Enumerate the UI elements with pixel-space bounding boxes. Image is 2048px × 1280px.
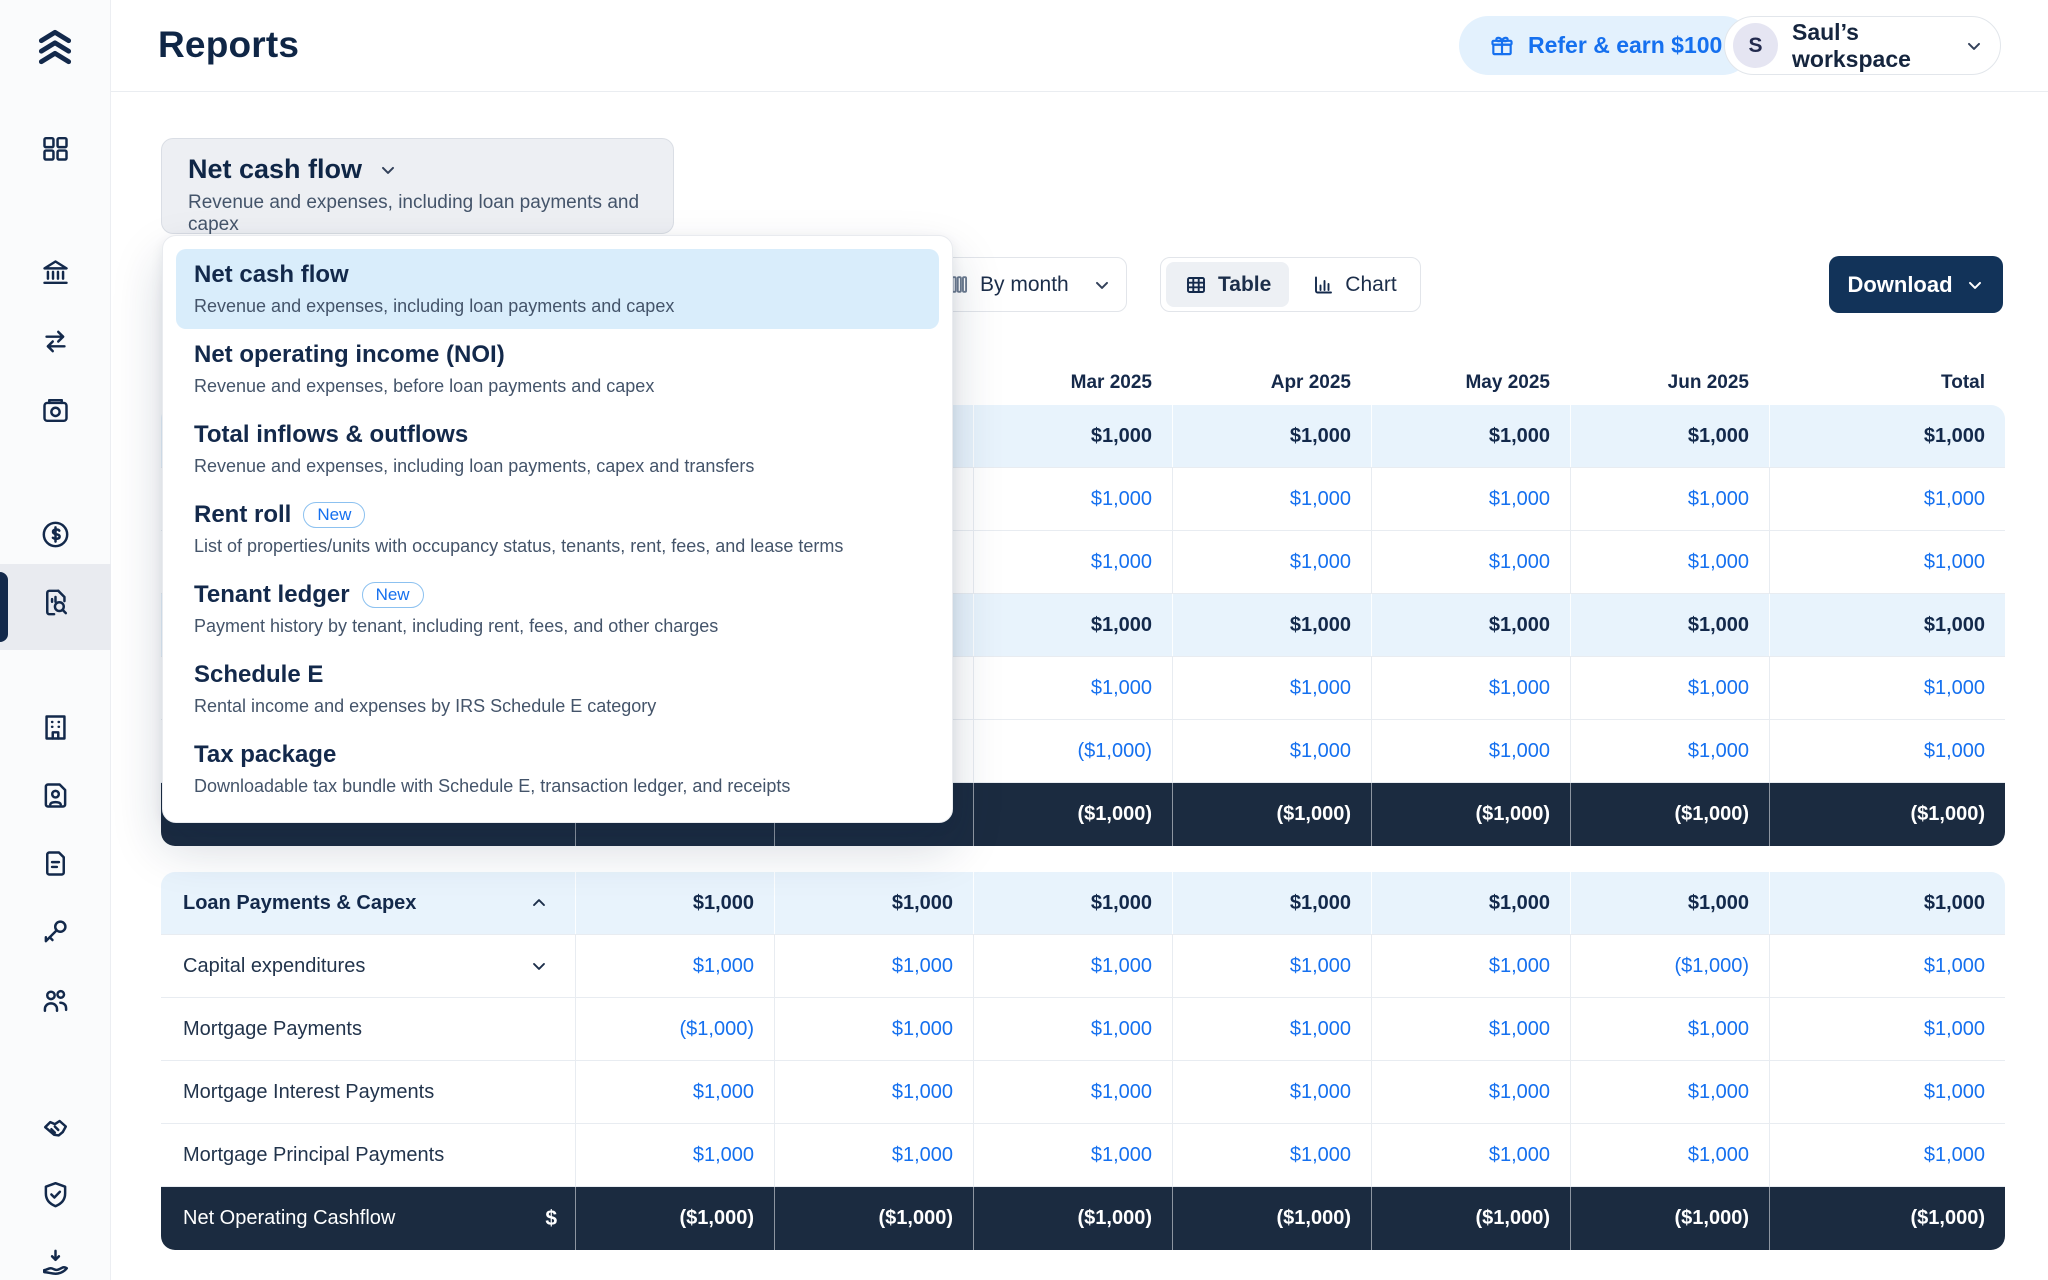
column-header: May 2025 (1465, 371, 1550, 393)
refer-earn-button[interactable]: Refer & earn $100 (1459, 16, 1753, 75)
people-icon[interactable] (31, 976, 79, 1024)
menu-item-rent-roll[interactable]: Rent roll New List of properties/units wi… (194, 501, 844, 556)
view-toggle: Table Chart (1160, 257, 1421, 312)
refer-earn-label: Refer & earn $100 (1528, 32, 1723, 58)
group-by-value: By month (980, 272, 1069, 296)
gift-icon (1491, 36, 1513, 55)
table-total-row: Net Operating Cashflow $ ($1,000) ($1,00… (161, 1187, 2005, 1250)
chevron-down-icon (1968, 42, 1980, 50)
chevron-up-icon[interactable] (529, 893, 549, 913)
chevron-down-icon (1968, 281, 1981, 289)
workspace-name: Saul’s workspace (1792, 18, 1911, 72)
menu-item-total-inflows-outflows[interactable]: Total inflows & outflows Revenue and exp… (194, 421, 755, 476)
transfers-icon[interactable] (31, 317, 79, 365)
menu-item-net-cash-flow[interactable]: Net cash flow Revenue and expenses, incl… (176, 249, 939, 329)
sidebar (0, 0, 111, 1280)
column-header: Mar 2025 (1070, 371, 1152, 393)
column-header: Jun 2025 (1667, 371, 1749, 393)
chevron-down-icon (382, 166, 395, 174)
payments-dollar-icon[interactable] (31, 510, 79, 558)
loan-capex-table: Loan Payments & Capex $1,000 $1,000 $1,0… (161, 872, 2005, 1250)
row-label: Capital expenditures (183, 954, 366, 977)
partners-handshake-icon[interactable] (31, 1102, 79, 1150)
bar-chart-icon (1315, 276, 1333, 293)
table-icon (1187, 276, 1205, 293)
bank-icon[interactable] (31, 248, 79, 296)
workspace-switcher[interactable]: S Saul’s workspace (1724, 16, 2001, 75)
download-label: Download (1847, 271, 1953, 297)
group-by-select[interactable]: By month (927, 257, 1127, 312)
receivables-icon[interactable] (31, 1238, 79, 1280)
table-row: Capital expenditures $1,000 $1,000 $1,00… (161, 935, 2005, 998)
dashboard-icon[interactable] (31, 124, 79, 172)
row-label: Mortgage Principal Payments (183, 1143, 445, 1166)
report-type-menu: Net cash flow Revenue and expenses, incl… (162, 235, 953, 823)
workspace-avatar: S (1733, 23, 1778, 68)
chevron-down-icon[interactable] (529, 956, 549, 976)
app-logo-icon[interactable] (34, 26, 76, 68)
column-header: Total (1941, 371, 1985, 393)
menu-item-tenant-ledger[interactable]: Tenant ledger New Payment history by tena… (194, 581, 719, 636)
table-row: Mortgage Principal Payments $1,000 $1,00… (161, 1124, 2005, 1187)
reports-icon[interactable] (31, 578, 79, 626)
report-type-selector[interactable]: Net cash flow Revenue and expenses, incl… (161, 138, 674, 235)
download-button[interactable]: Download (1829, 256, 2003, 313)
selected-report-label: Net cash flow (188, 154, 363, 184)
table-row: Mortgage Interest Payments $1,000 $1,000… (161, 1061, 2005, 1124)
page-header: Reports Refer & earn $100 S Saul’s works… (111, 0, 2048, 92)
table-row: Mortgage Payments ($1,000) $1,000 $1,000… (161, 998, 2005, 1061)
properties-icon[interactable] (31, 703, 79, 751)
new-badge: New (361, 582, 424, 608)
dollar-icon: $ (545, 1206, 557, 1230)
selected-report-description: Revenue and expenses, including loan pay… (188, 192, 640, 235)
section-header-row[interactable]: Loan Payments & Capex $1,000 $1,000 $1,0… (161, 872, 2005, 935)
view-toggle-chart-label: Chart (1345, 272, 1397, 296)
section-title: Loan Payments & Capex (183, 891, 417, 914)
keys-icon[interactable] (31, 907, 79, 955)
view-toggle-chart[interactable]: Chart (1293, 262, 1414, 307)
page-title: Reports (158, 24, 300, 65)
row-label: Mortgage Interest Payments (183, 1080, 435, 1103)
deposit-box-icon[interactable] (31, 386, 79, 434)
total-row-label: Net Operating Cashflow (183, 1207, 396, 1229)
protection-shield-icon[interactable] (31, 1170, 79, 1218)
contacts-icon[interactable] (31, 771, 79, 819)
menu-item-noi[interactable]: Net operating income (NOI) Revenue and e… (194, 341, 655, 396)
menu-item-schedule-e[interactable]: Schedule E Rental income and expenses by… (194, 661, 657, 716)
new-badge: New (303, 502, 366, 528)
row-label: Mortgage Payments (183, 1017, 362, 1040)
column-header: Apr 2025 (1270, 371, 1351, 393)
documents-icon[interactable] (31, 839, 79, 887)
table-column-headers: Mar 2025 Apr 2025 May 2025 Jun 2025 Tota… (161, 360, 2005, 405)
view-toggle-table[interactable]: Table (1166, 262, 1290, 307)
view-toggle-table-label: Table (1218, 272, 1272, 296)
chevron-down-icon (1096, 281, 1108, 289)
sidebar-active-indicator (0, 572, 8, 642)
menu-item-tax-package[interactable]: Tax package Downloadable tax bundle with… (194, 741, 791, 796)
